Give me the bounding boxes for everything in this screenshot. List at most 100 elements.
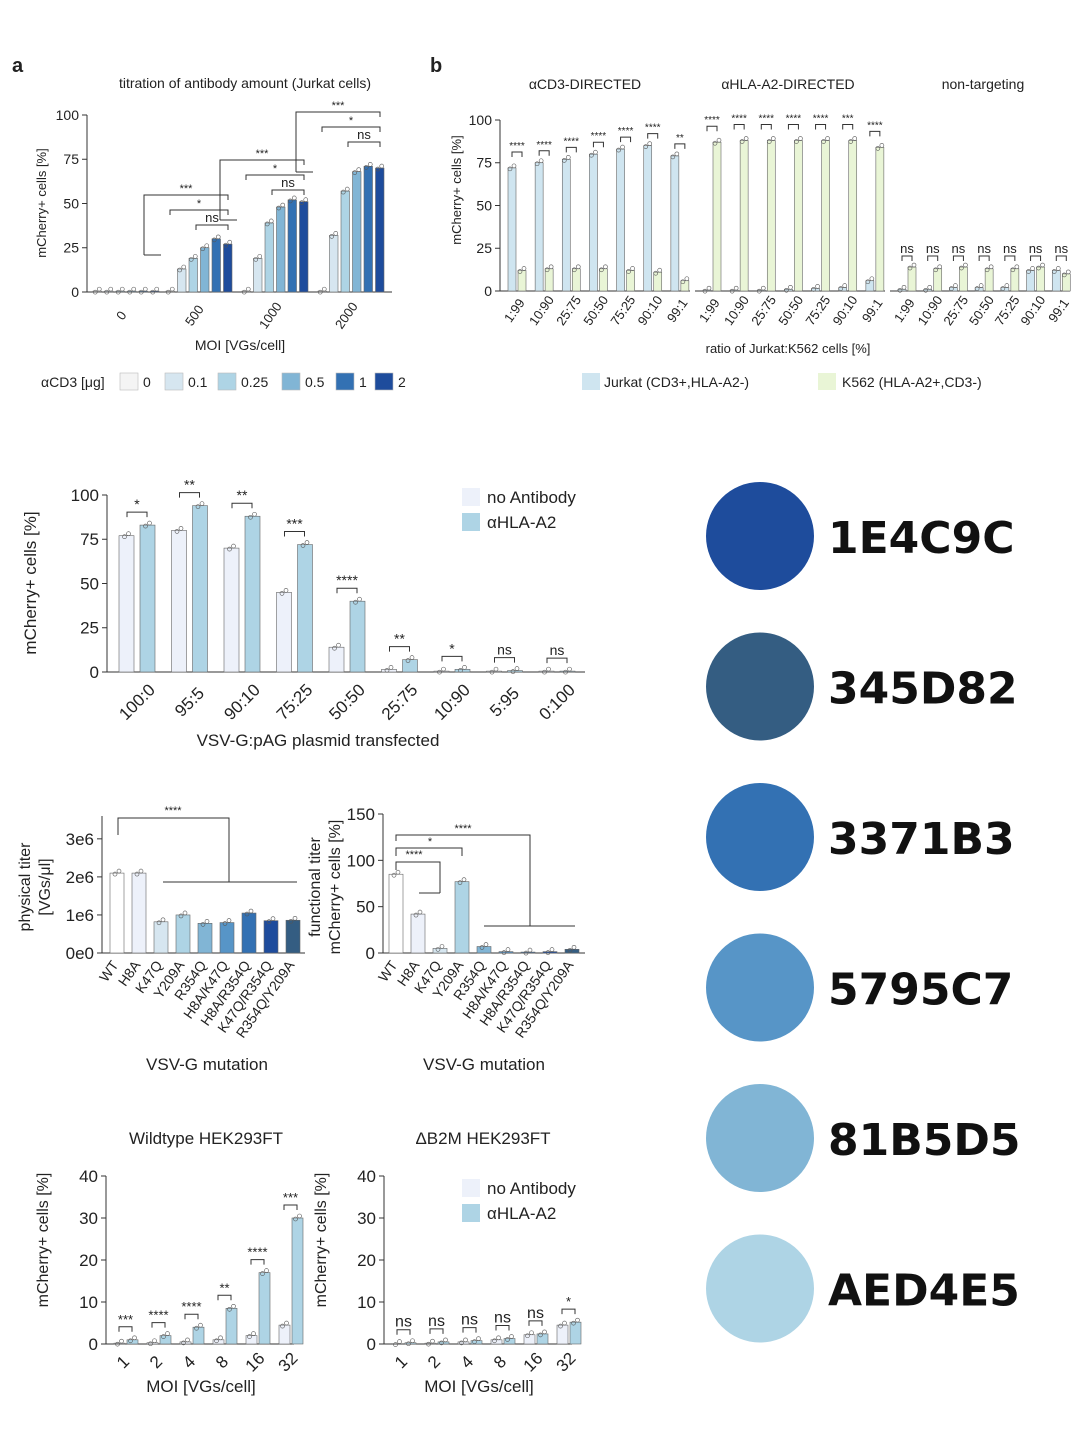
panel-b-sig-bracket <box>648 134 658 139</box>
panel-b-sig-label: **** <box>563 136 579 147</box>
panel-g-point <box>411 1339 415 1343</box>
panel-f-sig-bracket <box>152 1323 165 1328</box>
panel-g-legend-swatch <box>462 1204 480 1222</box>
panel-b-x-tick-label: 99:1 <box>859 296 886 325</box>
panel-a-x-label: MOI [VGs/cell] <box>195 337 285 353</box>
panel-b-sig-label: **** <box>867 120 883 131</box>
panel-e-sig-label: **** <box>454 823 472 835</box>
panel-b-y-tick-label: 0 <box>484 283 492 299</box>
panel-b-point <box>744 137 748 141</box>
panel-d-point <box>271 917 275 921</box>
panel-f-point <box>199 1323 203 1327</box>
panel-a-legend-label: 0.5 <box>305 374 325 390</box>
panel-b-x-tick-label: 25:75 <box>748 293 779 328</box>
panel-e-point <box>462 878 466 882</box>
panel-g-point <box>576 1318 580 1322</box>
panel-c-point <box>337 643 341 647</box>
panel-g-point <box>543 1330 547 1334</box>
palette-hex-label: 81B5D5 <box>828 1115 1021 1166</box>
panel-b-sig-bracket <box>870 131 880 136</box>
panel-b-sig-bracket <box>953 256 963 261</box>
panel-d-bar <box>220 923 234 953</box>
panel-a-point <box>357 168 361 172</box>
panel-a-sig-bracket <box>348 142 380 147</box>
panel-a-sig-label: ns <box>357 127 371 142</box>
panel-b-x-tick-label: 90:10 <box>635 293 666 328</box>
panel-g-point <box>510 1335 514 1339</box>
panel-a-point <box>368 162 372 166</box>
panel-b-sig-bracket <box>816 125 826 130</box>
panel-f-x-tick-label: 8 <box>212 1352 232 1372</box>
palette-hex-label: 1E4C9C <box>828 513 1014 564</box>
panel-b-bar-k562 <box>599 269 607 291</box>
panel-b-point <box>761 286 765 290</box>
panel-a-sig-label: *** <box>256 148 270 160</box>
panel-c-point <box>463 665 467 669</box>
panel-a-legend-label: 1 <box>359 374 367 390</box>
panel-f-y-tick-label: 20 <box>79 1251 98 1270</box>
panel-a-legend-swatch <box>120 373 138 390</box>
panel-g-x-tick-label: 4 <box>457 1352 477 1372</box>
panel-d-bar <box>110 873 124 953</box>
panel-e-point <box>572 945 576 949</box>
panel-a-bar <box>189 258 198 292</box>
panel-a-legend-swatch <box>336 373 354 390</box>
panel-a-bar <box>254 258 263 292</box>
panel-b-point <box>816 284 820 288</box>
panel-a-point <box>109 287 113 291</box>
panel-g-bar <box>557 1325 568 1344</box>
panel-c-point <box>253 512 257 516</box>
panel-f-point <box>186 1338 190 1342</box>
panel-b-point <box>979 284 983 288</box>
panel-g-sig-bracket <box>562 1309 575 1314</box>
panel-b-sig-label: **** <box>509 141 525 152</box>
panel-f-x-tick-label: 32 <box>275 1349 302 1376</box>
panel-c-point <box>127 532 131 536</box>
panel-b-point <box>522 266 526 270</box>
panel-c-sig-label: ** <box>184 477 195 493</box>
panel-c-point <box>568 667 572 671</box>
panel-a-bar <box>277 207 286 292</box>
panel-f-x-tick-label: 4 <box>179 1352 199 1372</box>
panel-b-sig-label: ns <box>1029 241 1043 256</box>
panel-g-title: ΔB2M HEK293FT <box>415 1129 550 1148</box>
panel-a-y-tick-label: 75 <box>63 151 79 167</box>
panel-b-bar-jurkat <box>589 154 597 291</box>
panel-f-y-tick-label: 30 <box>79 1209 98 1228</box>
panel-c-bar <box>350 601 365 672</box>
panel-c-x-tick-label: 25:75 <box>378 680 422 724</box>
panel-e-y-tick-label: 0 <box>366 944 375 963</box>
panel-c-point <box>515 667 519 671</box>
panel-a-y-label: mCherry+ cells [%] <box>34 148 49 257</box>
panel-b-bar-jurkat <box>644 146 652 291</box>
panel-g-legend-label: no Antibody <box>487 1179 576 1198</box>
panel-b-sig-bracket <box>843 125 853 130</box>
panel-b-point <box>880 143 884 147</box>
panel-a-point <box>205 244 209 248</box>
panel-c-bar <box>329 647 344 672</box>
panel-b-bar-k562 <box>545 269 553 291</box>
panel-c-sig-bracket <box>495 658 515 663</box>
panel-b-bar-k562 <box>959 267 967 291</box>
panel-g-y-tick-label: 10 <box>357 1293 376 1312</box>
panel-e-bar <box>455 882 469 953</box>
panel-c-bar <box>224 548 239 672</box>
panel-e-y-tick-label: 50 <box>356 898 375 917</box>
panel-d-y-tick-label: 3e6 <box>66 830 94 849</box>
panel-a-bar <box>376 168 385 292</box>
panel-a-point <box>216 235 220 239</box>
panel-b-sig-bracket <box>902 256 912 261</box>
panel-b-legend-label: K562 (HLA-A2+,CD3-) <box>842 374 982 390</box>
panel-c-sig-label: ns <box>497 642 512 658</box>
panel-b-sig-label: ns <box>977 241 991 256</box>
panel-e-point <box>440 944 444 948</box>
panel-d-point <box>293 916 297 920</box>
panel-e-y-label-2: mCherry+ cells [%] <box>327 820 344 955</box>
panel-c-sig-bracket <box>285 532 305 537</box>
panel-b-point <box>989 265 993 269</box>
palette-hex-label: AED4E5 <box>828 1266 1020 1317</box>
panel-b-point <box>1005 284 1009 288</box>
panel-b-x-tick-label: 1:99 <box>696 296 723 325</box>
panel-c-sig-bracket <box>442 656 462 661</box>
panel-f-bar <box>279 1325 290 1344</box>
